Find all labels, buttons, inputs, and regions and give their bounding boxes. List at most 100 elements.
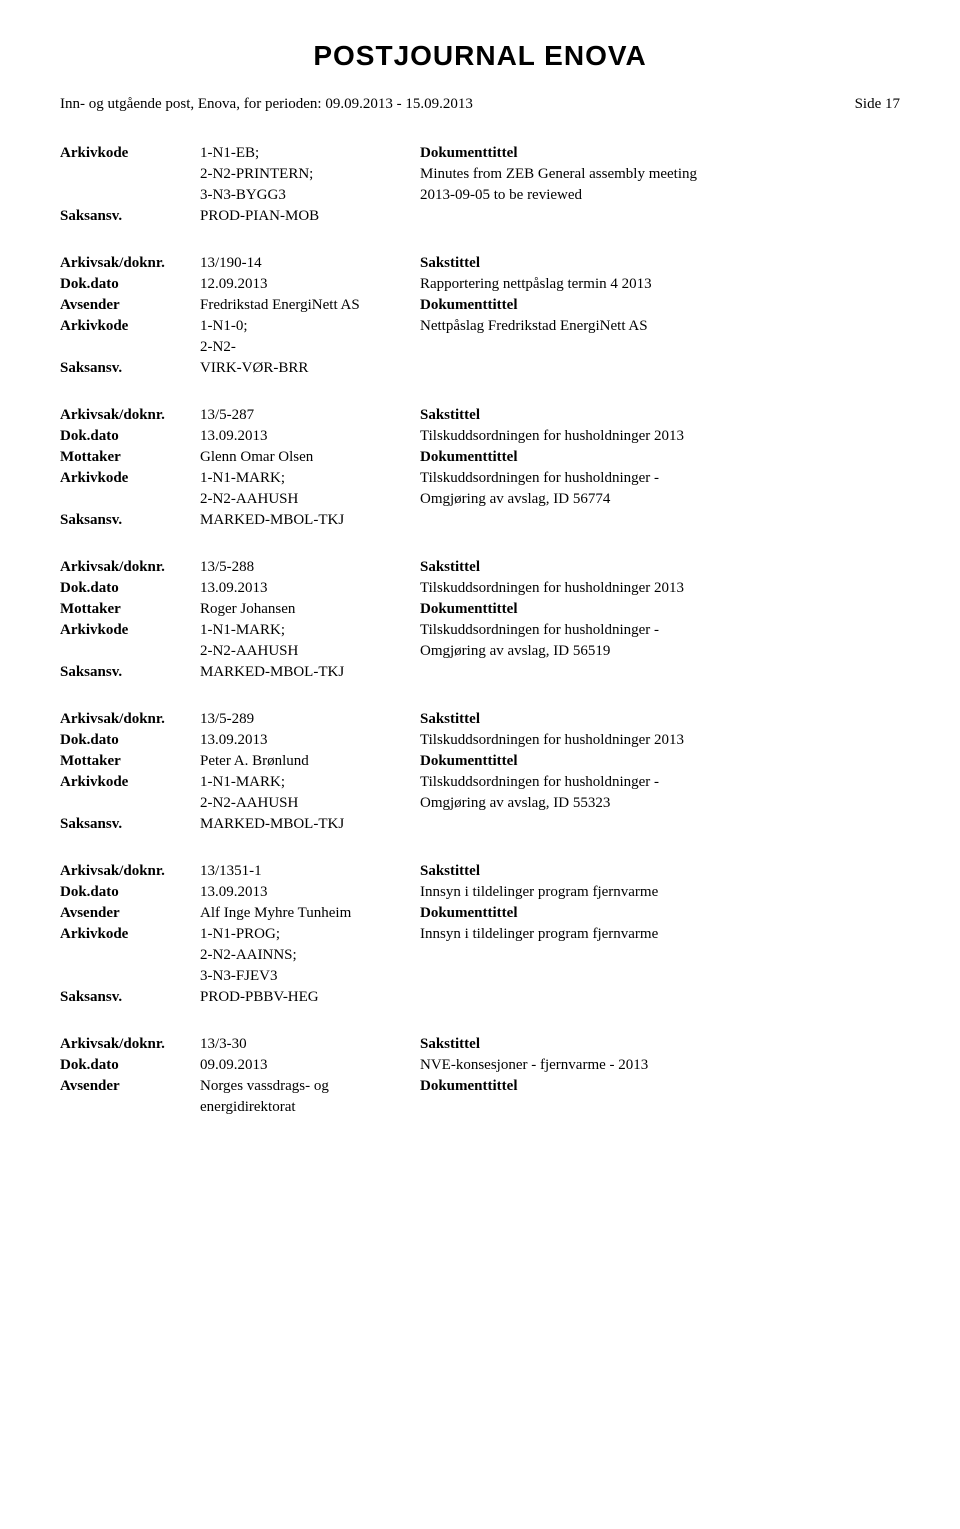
label-dokdato: Dok.dato (60, 578, 200, 599)
dokumenttittel-label: Dokumenttittel (420, 295, 900, 316)
sakstittel-label: Sakstittel (420, 709, 900, 730)
label-saksansv: Saksansv. (60, 510, 200, 531)
label-arkivsak: Arkivsak/doknr. (60, 557, 200, 578)
entry-top: Arkivkode 1-N1-EB; Dokumenttittel 2-N2-P… (60, 143, 900, 227)
saksansv-val: MARKED-MBOL-TKJ (200, 662, 420, 683)
sakstittel-val: Innsyn i tildelinger program fjernvarme (420, 882, 900, 903)
label-arkivsak: Arkivsak/doknr. (60, 253, 200, 274)
arkivkode-val: 1-N1-MARK; (200, 468, 420, 489)
doc-line: Minutes from ZEB General assembly meetin… (420, 164, 900, 185)
sakstittel-val: Tilskuddsordningen for husholdninger 201… (420, 730, 900, 751)
dokumenttittel-label: Dokumenttittel (420, 447, 900, 468)
arkivkode-val: 2-N2-AAHUSH (200, 641, 420, 662)
sakstittel-label: Sakstittel (420, 557, 900, 578)
saksansv-val: MARKED-MBOL-TKJ (200, 814, 420, 835)
arkivkode-val: 1-N1-EB; (200, 143, 420, 164)
party-val: Norges vassdrags- og (200, 1076, 420, 1097)
label-party: Avsender (60, 1076, 200, 1097)
entry: Arkivsak/doknr.13/5-288Sakstittel Dok.dat… (60, 557, 900, 683)
saksansv-val: MARKED-MBOL-TKJ (200, 510, 420, 531)
sakstittel-val: Tilskuddsordningen for husholdninger 201… (420, 426, 900, 447)
arkivsak-val: 13/5-288 (200, 557, 420, 578)
arkivkode-val: 2-N2-PRINTERN; (200, 164, 420, 185)
label-arkivkode: Arkivkode (60, 143, 200, 164)
label-arkivsak: Arkivsak/doknr. (60, 709, 200, 730)
saksansv-val: VIRK-VØR-BRR (200, 358, 420, 379)
dokdato-val: 13.09.2013 (200, 578, 420, 599)
arkivkode-val: 2-N2- (200, 337, 420, 358)
arkivsak-val: 13/5-289 (200, 709, 420, 730)
arkivkode-val: 2-N2-AAHUSH (200, 793, 420, 814)
arkivkode-val: 3-N3-FJEV3 (200, 966, 420, 987)
page-side: Side 17 (855, 96, 900, 113)
dokumenttittel-label: Dokumenttittel (420, 1076, 900, 1097)
arkivkode-val: 2-N2-AAHUSH (200, 489, 420, 510)
sakstittel-label: Sakstittel (420, 861, 900, 882)
doc-line: Omgjøring av avslag, ID 55323 (420, 793, 900, 814)
dokumenttittel-label: Dokumenttittel (420, 751, 900, 772)
entry: Arkivsak/doknr.13/1351-1Sakstittel Dok.da… (60, 861, 900, 1008)
label-dokdato: Dok.dato (60, 426, 200, 447)
sakstittel-val: NVE-konsesjoner - fjernvarme - 2013 (420, 1055, 900, 1076)
label-arkivkode: Arkivkode (60, 772, 200, 793)
period-line: Inn- og utgående post, Enova, for period… (60, 96, 473, 113)
label-saksansv: Saksansv. (60, 987, 200, 1008)
arkivkode-val: 1-N1-MARK; (200, 620, 420, 641)
sakstittel-label: Sakstittel (420, 405, 900, 426)
arkivsak-val: 13/5-287 (200, 405, 420, 426)
party-val: Glenn Omar Olsen (200, 447, 420, 468)
label-party: Avsender (60, 903, 200, 924)
label-arkivkode: Arkivkode (60, 468, 200, 489)
party-val: Roger Johansen (200, 599, 420, 620)
label-arkivkode: Arkivkode (60, 924, 200, 945)
doc-line: 2013-09-05 to be reviewed (420, 185, 900, 206)
entry: Arkivsak/doknr.13/190-14SakstittelDok.da… (60, 253, 900, 379)
label-party: Mottaker (60, 751, 200, 772)
saksansv-val: PROD-PBBV-HEG (200, 987, 420, 1008)
label-arkivkode: Arkivkode (60, 316, 200, 337)
arkivkode-val: 1-N1-PROG; (200, 924, 420, 945)
dokumenttittel-label: Dokumenttittel (420, 903, 900, 924)
doc-line: Omgjøring av avslag, ID 56519 (420, 641, 900, 662)
label-arkivsak: Arkivsak/doknr. (60, 1034, 200, 1055)
doc-line: Innsyn i tildelinger program fjernvarme (420, 924, 900, 945)
label-party: Mottaker (60, 447, 200, 468)
label-party: Avsender (60, 295, 200, 316)
party-val-2: energidirektorat (200, 1097, 420, 1118)
dokdato-val: 12.09.2013 (200, 274, 420, 295)
arkivkode-val: 3-N3-BYGG3 (200, 185, 420, 206)
dokumenttittel-label: Dokumenttittel (420, 599, 900, 620)
doc-line: Tilskuddsordningen for husholdninger - (420, 772, 900, 793)
label-saksansv: Saksansv. (60, 662, 200, 683)
dokdato-val: 13.09.2013 (200, 730, 420, 751)
label-arkivsak: Arkivsak/doknr. (60, 861, 200, 882)
sakstittel-val: Tilskuddsordningen for husholdninger 201… (420, 578, 900, 599)
doc-line: Omgjøring av avslag, ID 56774 (420, 489, 900, 510)
party-val: Fredrikstad EnergiNett AS (200, 295, 420, 316)
label-arkivkode: Arkivkode (60, 620, 200, 641)
entry: Arkivsak/doknr.13/3-30SakstittelDok.dato… (60, 1034, 900, 1118)
label-arkivsak: Arkivsak/doknr. (60, 405, 200, 426)
label-dokdato: Dok.dato (60, 882, 200, 903)
dokdato-val: 09.09.2013 (200, 1055, 420, 1076)
arkivsak-val: 13/190-14 (200, 253, 420, 274)
entry: Arkivsak/doknr.13/5-287Sakstittel Dok.dat… (60, 405, 900, 531)
sakstittel-val: Rapportering nettpåslag termin 4 2013 (420, 274, 900, 295)
party-val: Peter A. Brønlund (200, 751, 420, 772)
arkivkode-val: 1-N1-0; (200, 316, 420, 337)
party-val: Alf Inge Myhre Tunheim (200, 903, 420, 924)
doc-line: Nettpåslag Fredrikstad EnergiNett AS (420, 316, 900, 337)
sakstittel-label: Sakstittel (420, 253, 900, 274)
header-row: Inn- og utgående post, Enova, for period… (60, 96, 900, 113)
saksansv-val: PROD-PIAN-MOB (200, 206, 420, 227)
arkivsak-val: 13/1351-1 (200, 861, 420, 882)
page-title: POSTJOURNAL ENOVA (60, 40, 900, 72)
entry: Arkivsak/doknr.13/5-289Sakstittel Dok.dat… (60, 709, 900, 835)
label-dokdato: Dok.dato (60, 730, 200, 751)
doc-line: Tilskuddsordningen for husholdninger - (420, 468, 900, 489)
label-dokdato: Dok.dato (60, 1055, 200, 1076)
arkivkode-val: 1-N1-MARK; (200, 772, 420, 793)
arkivkode-val: 2-N2-AAINNS; (200, 945, 420, 966)
doc-line: Tilskuddsordningen for husholdninger - (420, 620, 900, 641)
dokdato-val: 13.09.2013 (200, 882, 420, 903)
